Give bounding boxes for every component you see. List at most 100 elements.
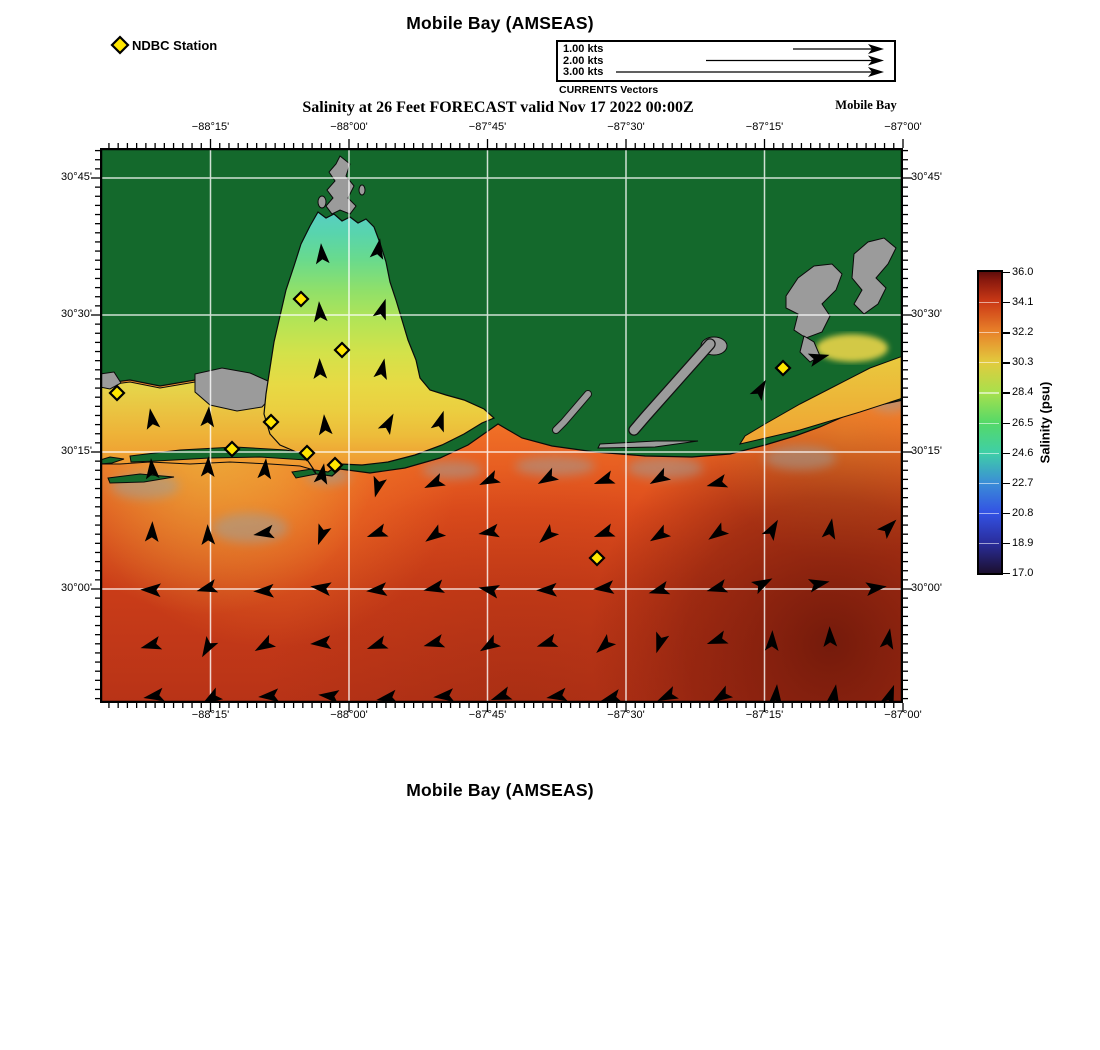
lon-tick-label: −87°15' <box>745 121 784 133</box>
current-arrow-icon <box>596 634 617 653</box>
lon-tick-label: −87°45' <box>468 121 507 133</box>
colorbar-tick-mark <box>1003 332 1010 334</box>
current-arrow-icon <box>600 689 623 703</box>
current-arrow-icon <box>200 456 215 477</box>
colorbar-inner-line <box>979 302 999 304</box>
map-border <box>100 148 903 703</box>
current-arrow-icon <box>373 358 387 380</box>
current-arrow-icon <box>478 523 500 538</box>
speed-arrow-icon <box>868 44 884 54</box>
ndbc-station-marker <box>108 384 126 402</box>
current-arrow-icon <box>313 358 328 379</box>
current-arrow-icon <box>593 523 616 538</box>
lon-tick-label: −88°00' <box>330 709 368 721</box>
current-arrow-icon <box>313 463 328 485</box>
current-arrow-icon <box>657 686 679 702</box>
current-arrow-icon <box>656 631 670 654</box>
bottom-title: Mobile Bay (AMSEAS) <box>406 780 594 800</box>
lat-tick-label: 30°30' <box>911 308 942 320</box>
colorbar-tick-mark <box>1003 302 1010 304</box>
lat-tick-label: 30°15' <box>911 445 942 457</box>
lon-tick-label: −87°00' <box>884 121 922 133</box>
colorbar-tick-label: 22.7 <box>1012 476 1034 489</box>
colorbar-inner-line <box>979 422 999 424</box>
current-arrow-icon <box>478 585 500 599</box>
current-arrow-icon <box>318 414 333 436</box>
colorbar-tick-label: 34.1 <box>1012 296 1034 309</box>
colorbar-tick-mark <box>1003 422 1010 424</box>
current-arrow-icon <box>479 470 501 486</box>
region-label: Mobile Bay <box>835 98 897 112</box>
current-arrow-icon <box>257 458 272 480</box>
forecast-subtitle: Salinity at 26 Feet FORECAST valid Nov 1… <box>302 99 694 116</box>
current-arrow-icon <box>430 410 444 433</box>
current-arrow-icon <box>706 630 729 645</box>
current-arrow-icon <box>315 243 330 265</box>
ndbc-legend <box>110 35 130 55</box>
colorbar-tick-mark <box>1003 392 1010 394</box>
current-arrow-icon <box>761 519 778 542</box>
lon-tick-label: −87°30' <box>607 121 645 133</box>
colorbar-tick-mark <box>1003 272 1010 274</box>
current-arrow-icon <box>706 474 729 488</box>
lat-tick-label: 30°45' <box>911 171 942 183</box>
current-arrow-icon <box>202 635 219 658</box>
colorbar-tick-label: 17.0 <box>1012 567 1034 579</box>
current-arrow-icon <box>369 238 384 260</box>
current-vectors <box>140 238 897 703</box>
current-arrow-icon <box>807 353 830 367</box>
current-arrow-icon <box>310 635 332 650</box>
ndbc-station-marker <box>326 456 344 474</box>
wolf-bay-channel <box>629 339 715 435</box>
colorbar-tick-mark <box>1003 542 1010 545</box>
colorbar-inner-line <box>979 512 999 514</box>
current-arrow-icon <box>711 685 734 703</box>
current-arrow-icon <box>146 408 161 430</box>
current-arrow-icon <box>537 467 560 484</box>
colorbar-inner-line <box>979 452 999 454</box>
colorbar-inner-line <box>979 362 999 364</box>
perdido-bay <box>785 263 843 339</box>
current-arrow-icon <box>490 686 513 701</box>
current-arrow-icon <box>377 413 394 435</box>
current-arrow-icon <box>254 634 277 651</box>
colorbar-title: Salinity (psu) <box>1037 381 1053 464</box>
colorbar-tick-label: 32.2 <box>1012 326 1034 339</box>
current-arrow-icon <box>423 634 446 648</box>
current-arrow-icon <box>200 406 215 428</box>
lon-tick-label: −88°15' <box>191 709 230 721</box>
colorbar-inner-line <box>979 482 999 484</box>
current-arrow-icon <box>366 635 389 650</box>
colorbar-tick-label: 18.9 <box>1012 536 1034 549</box>
ndbc-station-label: NDBC Station <box>132 38 218 53</box>
lat-tick-label: 30°00' <box>911 582 942 594</box>
lon-tick-label: −87°15' <box>745 709 784 721</box>
current-arrow-icon <box>433 688 455 702</box>
ndbc-station-marker <box>588 549 606 567</box>
current-arrow-icon <box>876 519 897 540</box>
current-arrow-icon <box>145 458 160 480</box>
current-arrow-icon <box>310 582 332 597</box>
ndbc-station-marker <box>774 359 792 377</box>
lat-tick-label: 30°30' <box>61 308 92 320</box>
colorbar-inner-line <box>979 542 999 545</box>
current-arrow-icon <box>749 379 766 402</box>
ndbc-diamond-icon <box>110 35 130 55</box>
colorbar-tick-label: 24.6 <box>1012 446 1034 459</box>
current-arrow-icon <box>373 475 387 498</box>
lon-tick-label: −87°45' <box>468 709 507 721</box>
ndbc-station-marker <box>223 440 241 458</box>
current-arrow-icon <box>423 579 445 593</box>
current-arrow-icon <box>258 688 280 703</box>
currents-speed-label: 1.00 kts <box>563 43 604 55</box>
current-arrow-icon <box>823 626 838 647</box>
currents-speed-label: 3.00 kts <box>563 66 604 78</box>
colorbar-inner-line <box>979 392 999 394</box>
current-arrow-icon <box>425 524 447 542</box>
current-arrow-icon <box>313 301 328 323</box>
currents-caption: CURRENTS Vectors <box>559 84 659 96</box>
current-arrow-icon <box>140 583 161 598</box>
current-arrow-icon <box>372 298 386 321</box>
current-arrow-icon <box>196 579 219 593</box>
